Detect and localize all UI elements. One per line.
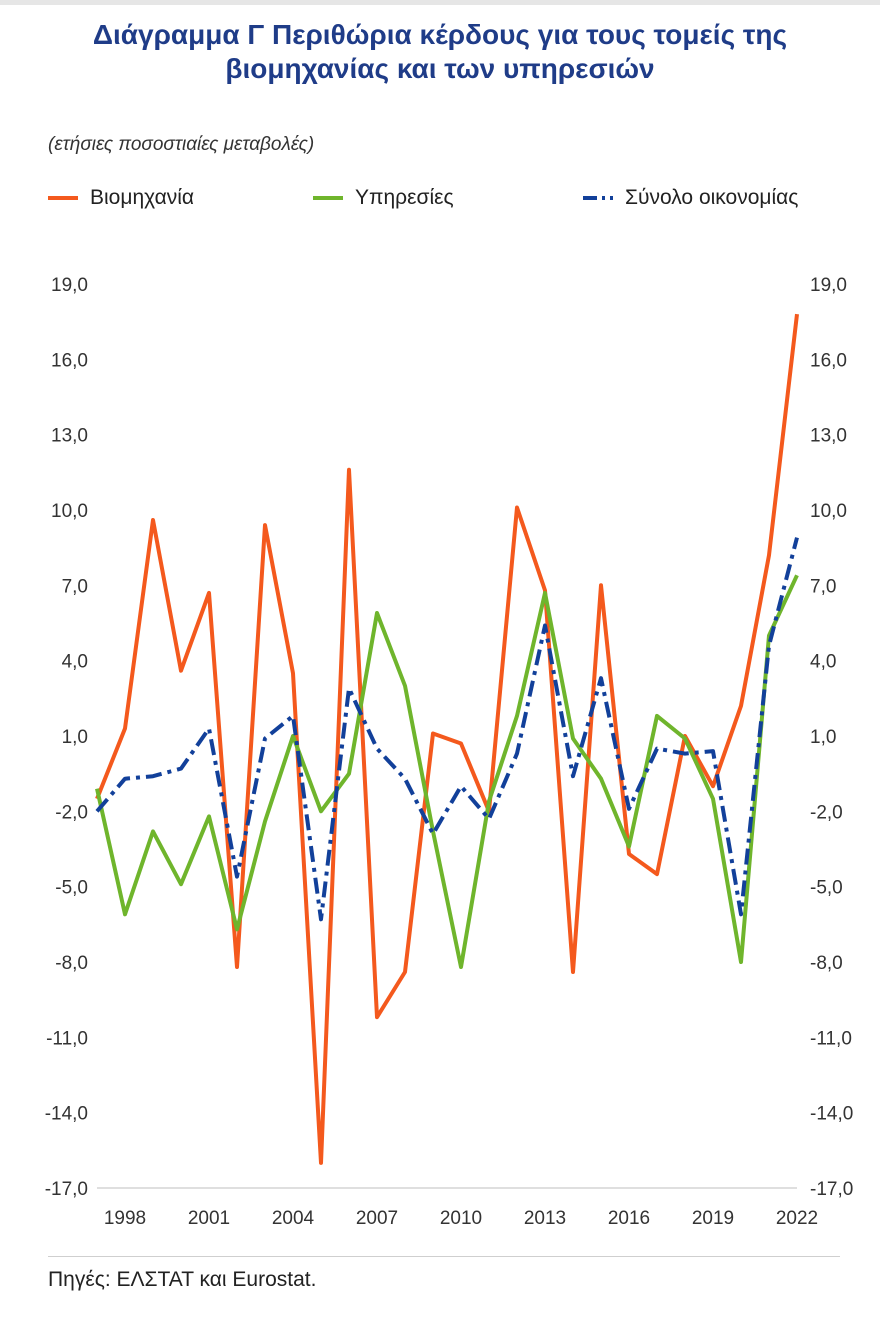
series-line-services	[95, 574, 799, 969]
y-tick-label-right: -5,0	[810, 878, 843, 899]
x-tick-label: 2022	[776, 1208, 818, 1229]
y-tick-label-left: 1,0	[62, 727, 88, 748]
top-border	[0, 0, 880, 5]
y-tick-label-left: -17,0	[45, 1179, 88, 1200]
legend-label-services: Υπηρεσίες	[355, 186, 454, 209]
x-tick-label: 2001	[188, 1208, 230, 1229]
legend-label-total: Σύνολο οικονομίας	[625, 186, 799, 209]
x-tick-label: 1998	[104, 1208, 146, 1229]
legend-item-industry: Βιομηχανία	[48, 186, 194, 210]
y-tick-label-left: 19,0	[51, 275, 88, 296]
x-tick-label: 2010	[440, 1208, 482, 1229]
legend-item-total: Σύνολο οικονομίας	[583, 186, 798, 210]
legend-swatch-total	[583, 196, 613, 201]
chart-title: Διάγραμμα Γ Περιθώρια κέρδους για τους τ…	[92, 19, 788, 84]
y-tick-label-left: -5,0	[55, 878, 88, 899]
source-note: Πηγές: ΕΛΣΤΑΤ και Eurostat.	[48, 1268, 317, 1291]
x-tick-label: 2016	[608, 1208, 650, 1229]
y-tick-label-left: -11,0	[46, 1028, 88, 1049]
legend-item-services: Υπηρεσίες	[313, 186, 454, 210]
chart-subtitle: (ετήσιες ποσοστιαίες μεταβολές)	[48, 134, 315, 155]
y-tick-label-left: 4,0	[62, 652, 88, 673]
y-tick-label-right: -17,0	[810, 1179, 853, 1200]
legend-label-industry: Βιομηχανία	[90, 186, 195, 209]
legend-swatch-services	[313, 196, 343, 201]
source-divider	[48, 1256, 840, 1257]
x-tick-label: 2004	[272, 1208, 315, 1229]
y-tick-label-left: -14,0	[45, 1104, 88, 1125]
y-tick-label-right: 1,0	[810, 727, 836, 748]
y-tick-label-right: -8,0	[810, 953, 843, 974]
y-tick-label-left: -2,0	[55, 802, 88, 823]
x-tick-label: 2019	[692, 1208, 734, 1229]
y-tick-label-left: 13,0	[51, 426, 88, 447]
y-tick-label-left: -8,0	[55, 953, 88, 974]
series-line-industry	[95, 313, 799, 1165]
y-tick-label-right: 13,0	[810, 426, 847, 447]
y-tick-label-right: -14,0	[810, 1104, 853, 1125]
x-tick-label: 2007	[356, 1208, 398, 1229]
y-tick-label-left: 7,0	[62, 576, 88, 597]
y-tick-label-right: 10,0	[810, 501, 847, 522]
line-chart: 19,0 19,0 16,0 16,0 13,0 13,0 10,0 10,0 7,0 7,0 4,…	[45, 275, 854, 1229]
y-tick-label-right: 7,0	[810, 576, 836, 597]
y-tick-label-left: 16,0	[51, 350, 88, 371]
y-tick-label-right: -2,0	[810, 802, 843, 823]
y-tick-label-left: 10,0	[51, 501, 88, 522]
legend-swatch-industry	[48, 196, 78, 201]
y-tick-label-right: 4,0	[810, 652, 836, 673]
y-tick-label-right: 19,0	[810, 275, 847, 296]
y-tick-label-right: -11,0	[810, 1028, 852, 1049]
series-line-total	[95, 537, 799, 922]
y-tick-label-right: 16,0	[810, 350, 847, 371]
x-tick-label: 2013	[524, 1208, 566, 1229]
